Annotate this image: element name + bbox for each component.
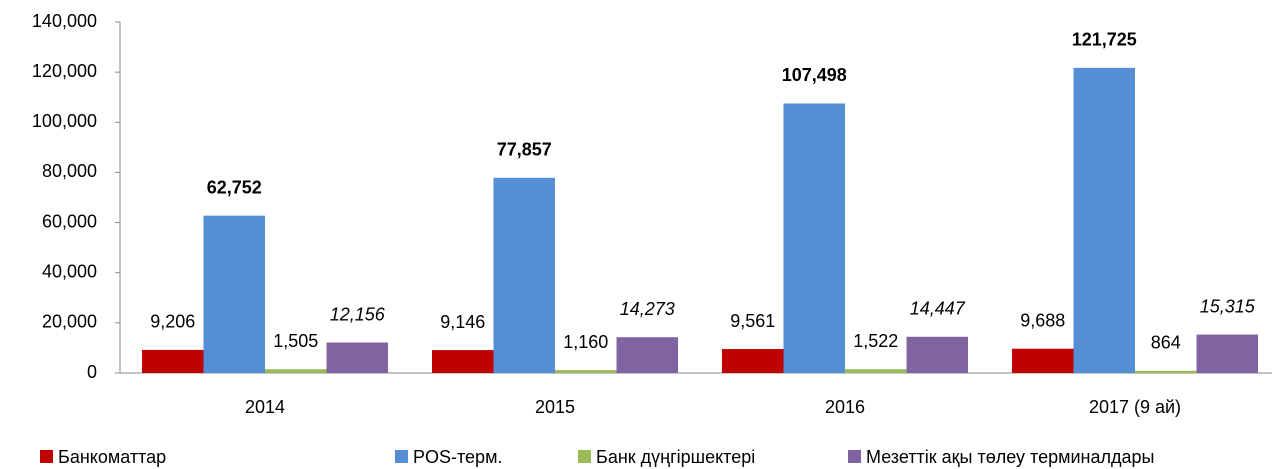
bar xyxy=(1196,334,1258,373)
legend-label: Банкоматтар xyxy=(58,447,166,467)
y-tick-label: 80,000 xyxy=(42,161,97,181)
legend-label: Банк дүңгіршектері xyxy=(596,447,755,467)
value-label: 15,315 xyxy=(1200,296,1256,316)
x-tick-label: 2017 (9 ай) xyxy=(1089,397,1181,417)
value-label: 9,206 xyxy=(150,312,195,332)
y-tick-label: 40,000 xyxy=(42,261,97,281)
bar xyxy=(142,349,204,373)
legend-swatch xyxy=(578,450,591,463)
value-label: 9,561 xyxy=(730,311,775,331)
x-tick-label: 2014 xyxy=(245,397,285,417)
value-label: 12,156 xyxy=(330,304,386,324)
y-tick-label: 120,000 xyxy=(32,61,97,81)
value-label: 14,447 xyxy=(910,299,966,319)
bar xyxy=(1012,348,1074,373)
bar xyxy=(265,369,327,373)
y-tick-label: 100,000 xyxy=(32,111,97,131)
value-label: 62,752 xyxy=(207,177,262,197)
legend-swatch xyxy=(395,450,408,463)
legend-label: Мезеттік ақы төлеу терминалдары xyxy=(866,447,1154,467)
bar xyxy=(555,370,617,373)
bar xyxy=(722,349,784,373)
y-tick-label: 60,000 xyxy=(42,211,97,231)
y-tick-label: 0 xyxy=(87,362,97,382)
bar xyxy=(906,336,968,373)
x-tick-label: 2016 xyxy=(825,397,865,417)
value-label: 121,725 xyxy=(1072,30,1137,50)
bar xyxy=(432,350,494,373)
legend-swatch xyxy=(40,450,53,463)
bar xyxy=(1073,67,1135,373)
y-tick-label: 140,000 xyxy=(32,11,97,31)
value-label: 1,160 xyxy=(563,332,608,352)
legend-swatch xyxy=(848,450,861,463)
bar xyxy=(783,103,845,374)
value-label: 14,273 xyxy=(620,299,675,319)
value-label: 9,688 xyxy=(1020,310,1065,330)
bar xyxy=(845,369,907,373)
bar xyxy=(616,337,678,373)
bar xyxy=(493,177,555,373)
value-label: 107,498 xyxy=(782,65,847,85)
bar xyxy=(1135,370,1197,373)
bar xyxy=(203,215,265,373)
y-tick-label: 20,000 xyxy=(42,312,97,332)
value-label: 1,522 xyxy=(853,331,898,351)
legend-label: POS-терм. xyxy=(413,447,502,467)
value-label: 9,146 xyxy=(440,312,485,332)
x-tick-label: 2015 xyxy=(535,397,575,417)
value-label: 1,505 xyxy=(273,331,318,351)
bar xyxy=(326,342,388,373)
value-label: 77,857 xyxy=(497,140,552,160)
value-label: 864 xyxy=(1151,333,1181,353)
